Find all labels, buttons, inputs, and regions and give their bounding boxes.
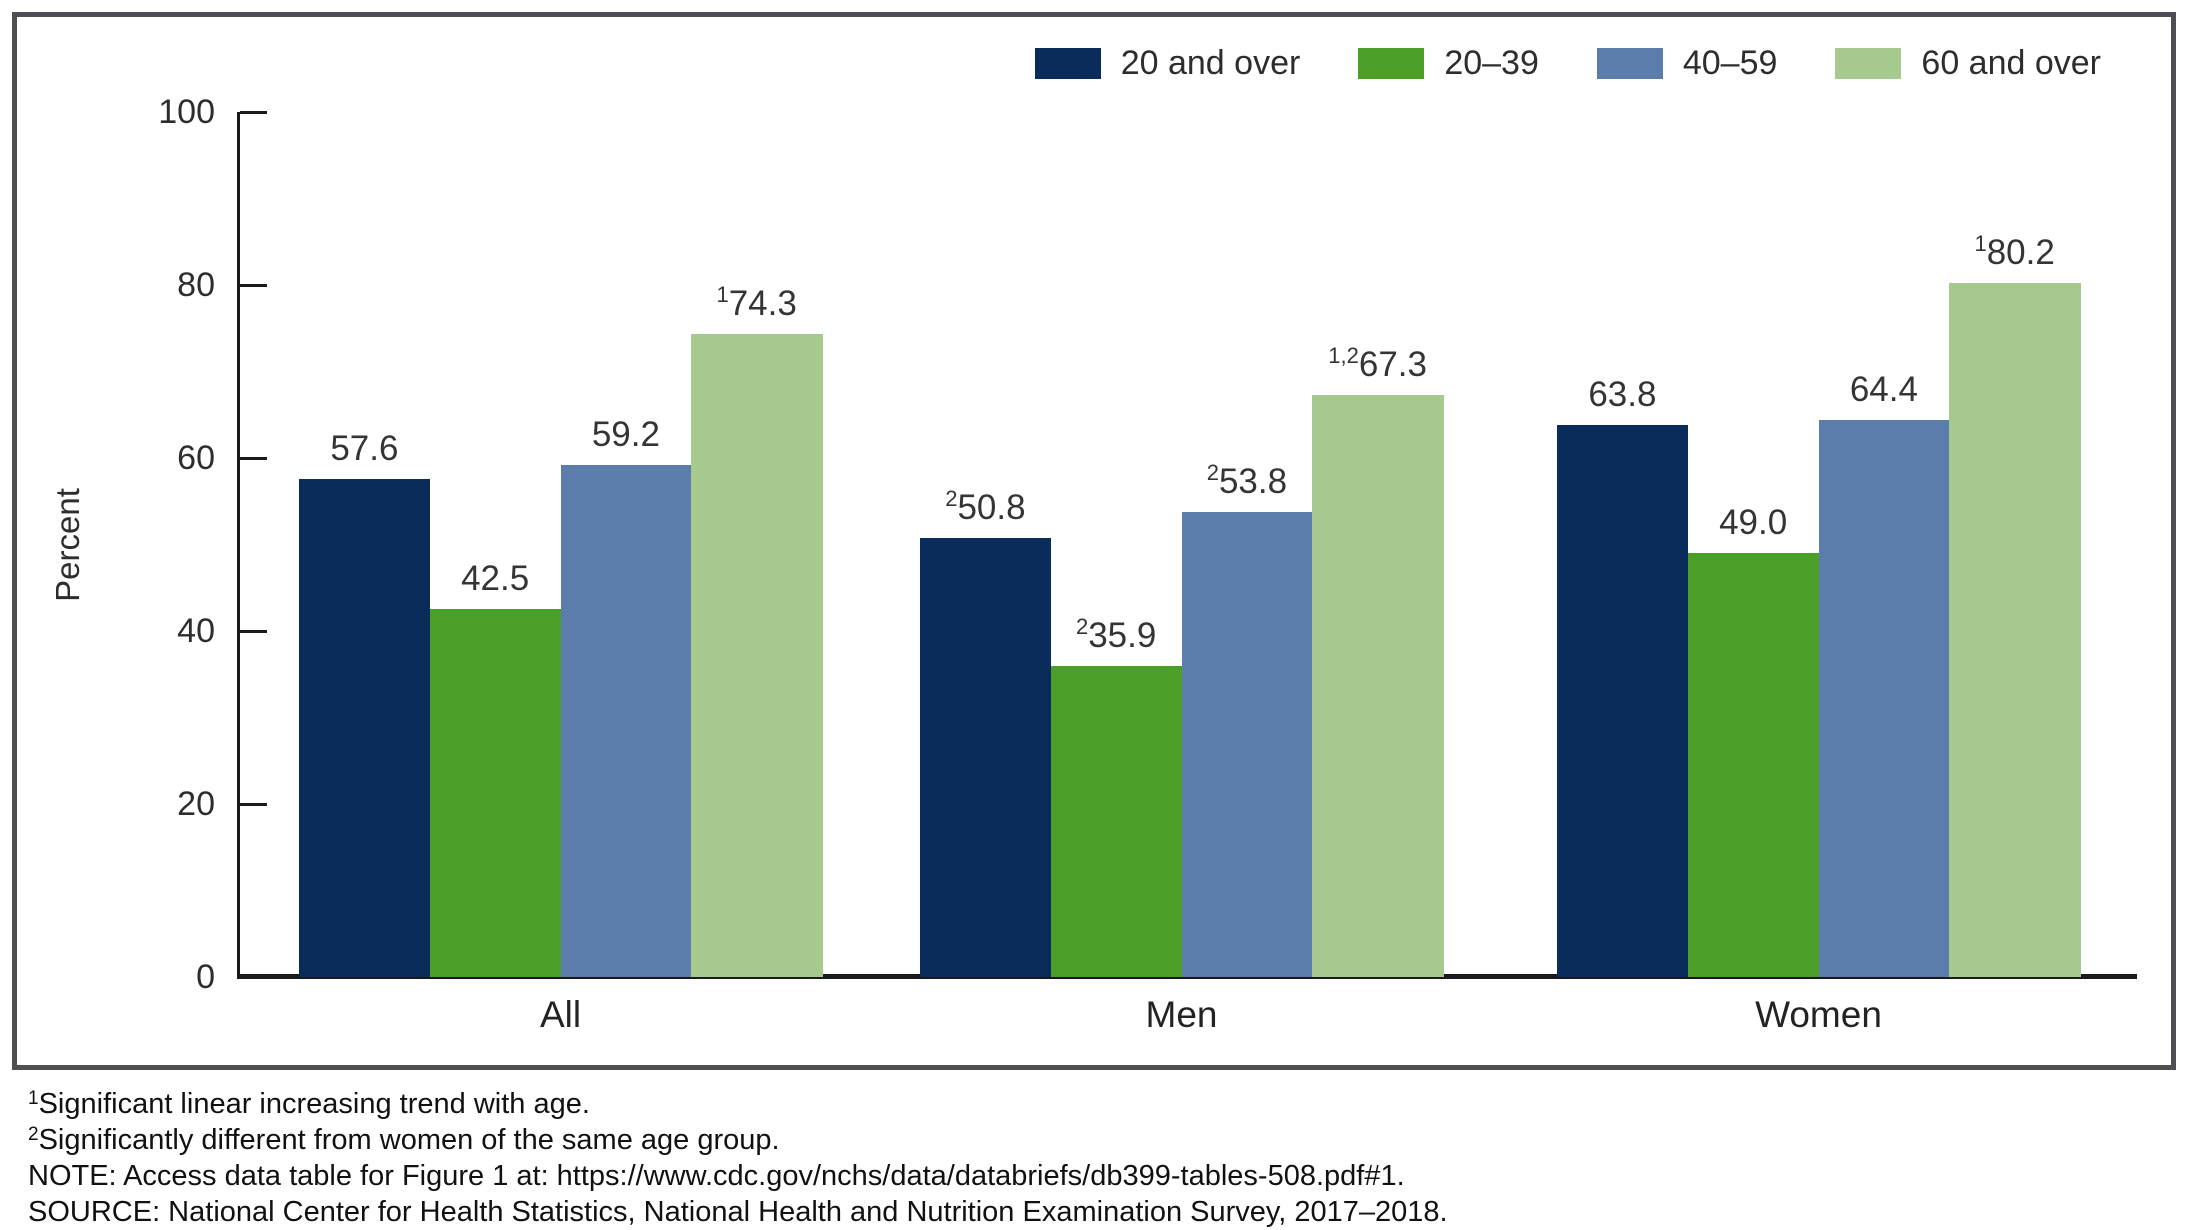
y-tick	[240, 284, 267, 287]
bar-value-label: 253.8	[1206, 459, 1288, 501]
bar-women-3	[1949, 283, 2081, 977]
y-tick-label: 100	[158, 93, 215, 131]
significance-superscript: 1	[1974, 231, 1987, 257]
footnote-line-1: 1Significant linear increasing trend wit…	[28, 1088, 590, 1120]
bar-all-1	[429, 609, 561, 977]
bar-value-label: 235.9	[1075, 614, 1157, 656]
y-tick-label: 80	[177, 266, 215, 304]
bar-value-label: 180.2	[1974, 231, 2055, 273]
legend-item-1: 20–39	[1358, 44, 1539, 83]
bar-value-label: 49.0	[1719, 503, 1788, 543]
legend-swatch-icon	[1596, 48, 1663, 79]
bar-value-label: 64.4	[1849, 369, 1918, 409]
bar-men-2	[1181, 511, 1313, 977]
footnote-superscript: 1	[28, 1088, 39, 1109]
bar-value-label: 42.5	[461, 559, 530, 599]
y-tick	[240, 457, 267, 460]
bar-value-label: 250.8	[945, 485, 1026, 527]
y-tick-label: 60	[177, 439, 215, 477]
y-tick	[240, 111, 267, 114]
legend-label: 20 and over	[1120, 44, 1301, 82]
significance-superscript: 1	[716, 282, 729, 308]
significance-superscript: 1,2	[1328, 342, 1359, 368]
significance-superscript: 2	[1075, 614, 1089, 640]
legend-label: 20–39	[1444, 44, 1539, 82]
y-tick-label: 0	[196, 958, 215, 996]
bar-men-0	[920, 537, 1052, 977]
y-axis-line	[237, 112, 240, 978]
footnote-line-3: NOTE: Access data table for Figure 1 at:…	[28, 1160, 1405, 1192]
bar-women-2	[1818, 419, 1950, 977]
legend: 20 and over 20–39 40–59 60 and over	[1034, 44, 2101, 83]
bar-value-label: 57.6	[330, 428, 399, 468]
y-tick-label: 40	[177, 612, 215, 650]
footnotes: 1Significant linear increasing trend wit…	[28, 1086, 1448, 1230]
footnote-line-4: SOURCE: National Center for Health Stati…	[28, 1196, 1448, 1228]
legend-item-2: 40–59	[1596, 44, 1778, 83]
y-tick-label: 20	[177, 785, 215, 823]
legend-label: 60 and over	[1921, 44, 2101, 82]
bar-value-label: 1,267.3	[1328, 342, 1427, 384]
significance-superscript: 2	[1206, 459, 1219, 485]
legend-swatch-icon	[1034, 48, 1101, 79]
legend-item-0: 20 and over	[1034, 44, 1301, 83]
legend-label: 40–59	[1682, 44, 1778, 82]
category-label-women: Women	[1755, 994, 1882, 1035]
bar-men-1	[1050, 666, 1182, 977]
legend-swatch-icon	[1835, 48, 1902, 79]
bar-all-2	[560, 464, 692, 977]
footnote-line-2: 2Significantly different from women of t…	[28, 1124, 780, 1156]
bar-value-label: 63.8	[1588, 375, 1657, 415]
bar-men-3	[1312, 394, 1444, 977]
footnote-superscript: 2	[28, 1124, 39, 1145]
bar-women-0	[1557, 425, 1689, 977]
bar-all-0	[299, 478, 431, 977]
bar-value-label: 59.2	[591, 414, 660, 454]
legend-item-3: 60 and over	[1835, 44, 2101, 83]
y-tick	[240, 803, 267, 806]
significance-superscript: 2	[945, 485, 958, 511]
bar-women-1	[1687, 553, 1819, 977]
y-axis-title: Percent	[49, 488, 86, 602]
legend-swatch-icon	[1358, 48, 1425, 79]
category-label-men: Men	[1145, 994, 1218, 1035]
category-label-all: All	[539, 994, 582, 1035]
y-tick	[240, 630, 267, 633]
bar-all-3	[691, 334, 823, 977]
bar-value-label: 174.3	[716, 282, 797, 324]
